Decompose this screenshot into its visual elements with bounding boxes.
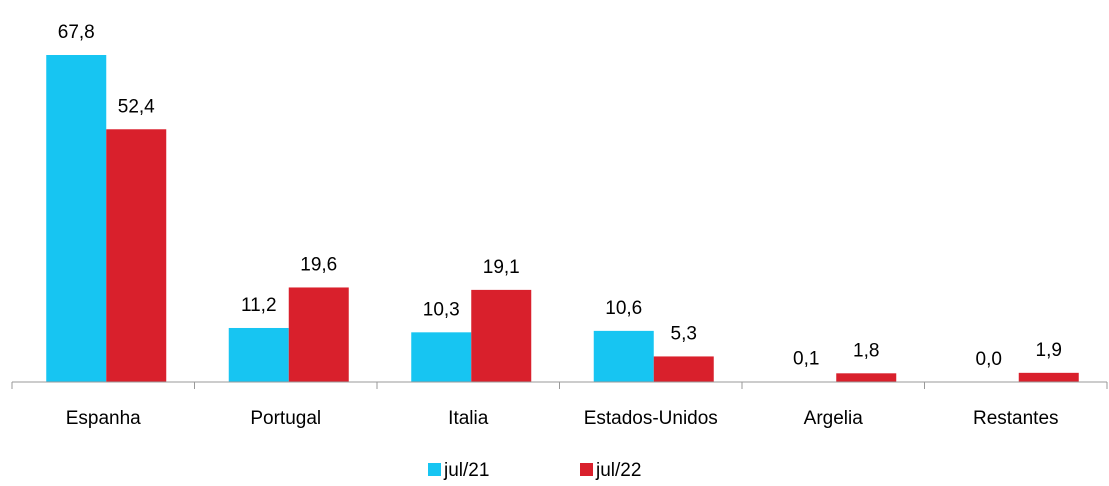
bar (411, 332, 472, 382)
value-label: 11,2 (241, 295, 277, 316)
value-label: 67,8 (58, 22, 95, 43)
bar (228, 327, 289, 382)
value-label: 5,3 (671, 323, 697, 344)
legend-swatch (428, 463, 441, 476)
x-tick-label: Espanha (66, 408, 141, 429)
bar (106, 129, 167, 382)
x-tick-label: Portugal (250, 408, 321, 429)
bar (593, 330, 654, 382)
x-tick-label: Estados-Unidos (584, 408, 718, 429)
bar (46, 55, 107, 382)
value-label: 19,6 (300, 254, 337, 275)
legend-swatch (580, 463, 593, 476)
value-label: 0,0 (976, 349, 1002, 370)
bar (653, 356, 714, 382)
value-label: 19,1 (483, 257, 520, 278)
value-label: 1,9 (1036, 340, 1062, 361)
bar (288, 287, 349, 382)
x-tick-label: Restantes (973, 408, 1059, 429)
x-tick-label: Argelia (804, 408, 864, 429)
value-label: 52,4 (118, 96, 155, 117)
value-label: 1,8 (853, 340, 879, 361)
legend-label: jul/21 (443, 460, 489, 481)
bar (836, 373, 897, 382)
value-label: 10,6 (605, 298, 642, 319)
value-label: 0,1 (793, 349, 819, 370)
legend-label: jul/22 (595, 460, 641, 481)
bar (471, 289, 532, 382)
value-label: 10,3 (423, 299, 460, 320)
x-tick-label: Italia (448, 408, 489, 429)
bar (1018, 372, 1079, 382)
